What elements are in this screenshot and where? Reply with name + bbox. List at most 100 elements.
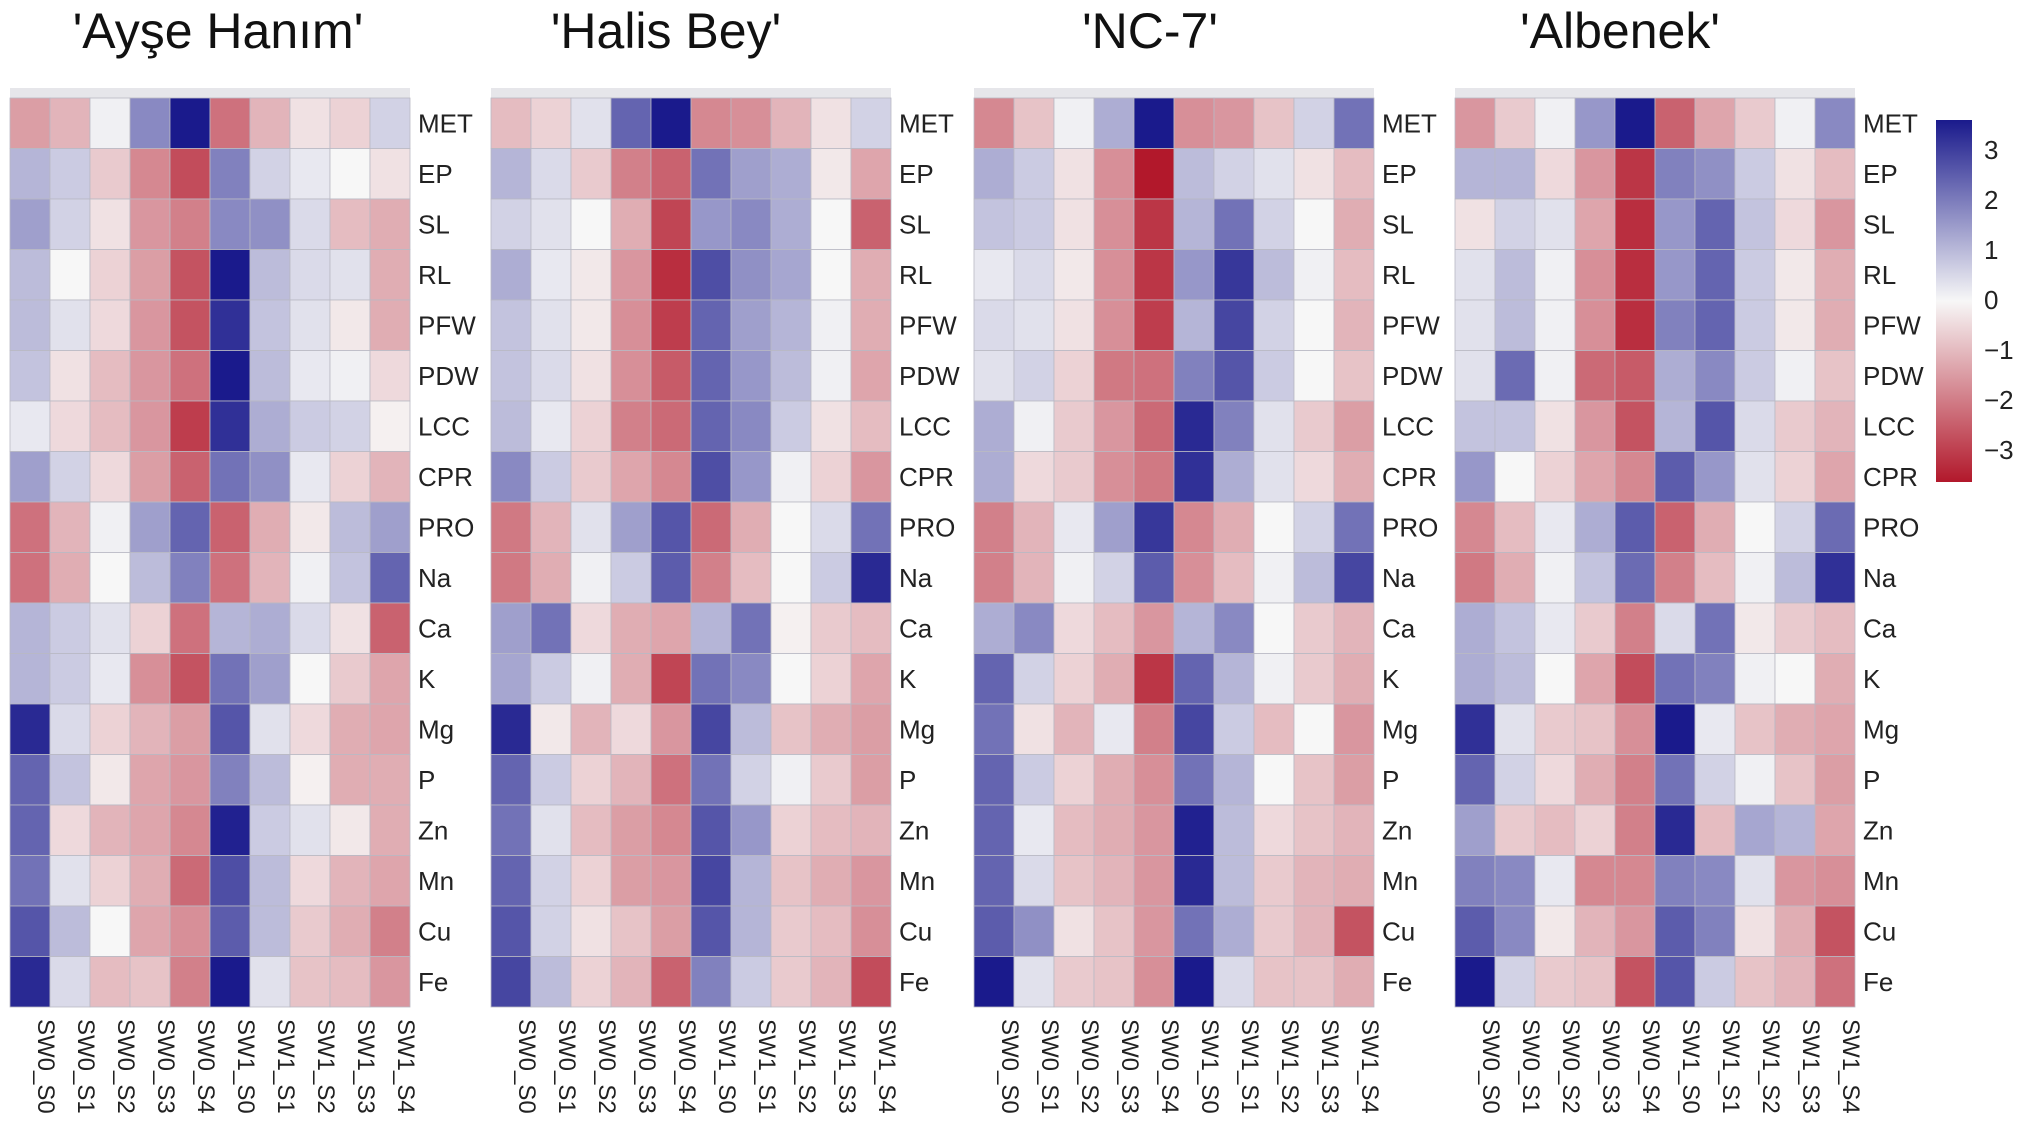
heatmap-cell: [810, 501, 852, 553]
heatmap-cell: [610, 451, 652, 503]
heatmap-cell: [1574, 956, 1616, 1008]
heatmap-cell: [1173, 552, 1215, 604]
heatmap-cell: [850, 249, 892, 301]
heatmap-cell: [570, 350, 612, 402]
heatmap-cell: [1494, 501, 1536, 553]
heatmap-cell: [570, 855, 612, 907]
heatmap-cell: [1654, 602, 1696, 654]
row-label: Mn: [418, 866, 454, 896]
colorbar-tick-label: 3: [1984, 135, 1998, 165]
heatmap-cell: [329, 400, 371, 452]
row-label: EP: [1863, 159, 1898, 189]
heatmap-cell: [1694, 855, 1736, 907]
heatmap-cell: [570, 198, 612, 250]
heatmap-cell: [1293, 653, 1335, 705]
row-label: SL: [1863, 209, 1895, 239]
row-label: SL: [418, 209, 450, 239]
heatmap-cell: [369, 501, 411, 553]
column-label: SW1_S4: [1356, 1019, 1383, 1114]
heatmap-cell: [1734, 501, 1776, 553]
heatmap-cell: [610, 804, 652, 856]
heatmap-cell: [810, 653, 852, 705]
heatmap-cell: [1574, 653, 1616, 705]
heatmap-cell: [169, 855, 211, 907]
heatmap-cell: [530, 956, 572, 1008]
row-label: Fe: [899, 967, 929, 997]
heatmap-cell: [730, 501, 772, 553]
row-label: Cu: [1382, 916, 1415, 946]
row-label: P: [1382, 765, 1399, 795]
heatmap-cell: [129, 905, 171, 957]
heatmap-cell: [1213, 552, 1255, 604]
heatmap-cell: [1454, 653, 1496, 705]
heatmap-cell: [89, 804, 131, 856]
heatmap-cell: [1013, 653, 1055, 705]
row-label: LCC: [418, 411, 470, 441]
panel-title: 'NC-7': [1082, 3, 1218, 59]
heatmap-cell: [1534, 905, 1576, 957]
heatmap-cell: [650, 552, 692, 604]
heatmap-cell: [1013, 855, 1055, 907]
heatmap-cell: [770, 855, 812, 907]
heatmap-cell: [850, 299, 892, 351]
heatmap-cell: [1814, 249, 1856, 301]
colorbar-gradient: [1936, 120, 1972, 482]
heatmap-cell: [169, 804, 211, 856]
heatmap-cell: [1654, 855, 1696, 907]
heatmap-cell: [89, 148, 131, 200]
heatmap-cell: [610, 400, 652, 452]
column-label: SW0_S0: [32, 1019, 59, 1114]
heatmap-cell: [1614, 97, 1656, 149]
heatmap-cell: [570, 754, 612, 806]
heatmap-cell: [650, 299, 692, 351]
column-label: SW1_S2: [1757, 1019, 1784, 1114]
heatmap-cell: [1694, 350, 1736, 402]
heatmap-cell: [1293, 754, 1335, 806]
heatmap-cell: [1253, 602, 1295, 654]
heatmap-cell: [850, 148, 892, 200]
heatmap-cell: [1013, 400, 1055, 452]
heatmap-cell: [1774, 905, 1816, 957]
heatmap-cell: [129, 552, 171, 604]
colorbar-tick-label: −2: [1984, 385, 2014, 415]
heatmap-cell: [1173, 451, 1215, 503]
heatmap-cell: [810, 754, 852, 806]
heatmap-cell: [49, 754, 91, 806]
row-label: PRO: [418, 512, 474, 542]
heatmap-cell: [1013, 552, 1055, 604]
heatmap-cell: [1093, 350, 1135, 402]
heatmap-cell: [1013, 754, 1055, 806]
heatmap-cell: [249, 350, 291, 402]
heatmap-cell: [973, 501, 1015, 553]
heatmap-cell: [9, 299, 51, 351]
heatmap-cell: [1093, 905, 1135, 957]
heatmap-cell: [490, 400, 532, 452]
heatmap-cell: [490, 451, 532, 503]
heatmap-cell: [49, 249, 91, 301]
heatmap-cell: [1173, 956, 1215, 1008]
heatmap-cell: [1494, 754, 1536, 806]
heatmap-cell: [1494, 552, 1536, 604]
heatmap-cell: [129, 602, 171, 654]
heatmap-cell: [9, 602, 51, 654]
colorbar-tick-label: 2: [1984, 185, 1998, 215]
heatmap-cell: [1053, 350, 1095, 402]
heatmap-cell: [1734, 400, 1776, 452]
heatmap-cell: [1013, 956, 1055, 1008]
heatmap-cell: [1053, 956, 1095, 1008]
heatmap-cell: [1654, 97, 1696, 149]
heatmap-cell: [1534, 653, 1576, 705]
heatmap-cell: [249, 956, 291, 1008]
heatmap-cell: [1013, 602, 1055, 654]
row-label: Fe: [418, 967, 448, 997]
heatmap-cell: [973, 400, 1015, 452]
row-label: EP: [899, 159, 934, 189]
heatmap-cell: [369, 249, 411, 301]
heatmap-cell: [89, 400, 131, 452]
row-label: Zn: [1382, 815, 1412, 845]
colorbar-tick-label: 0: [1984, 285, 1998, 315]
column-label: SW1_S2: [1276, 1019, 1303, 1114]
heatmap-cell: [690, 552, 732, 604]
heatmap-cell: [1614, 754, 1656, 806]
